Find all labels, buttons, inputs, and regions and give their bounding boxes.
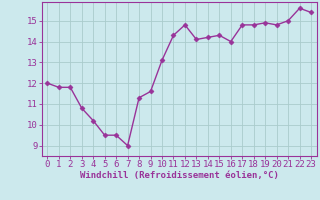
X-axis label: Windchill (Refroidissement éolien,°C): Windchill (Refroidissement éolien,°C) <box>80 171 279 180</box>
